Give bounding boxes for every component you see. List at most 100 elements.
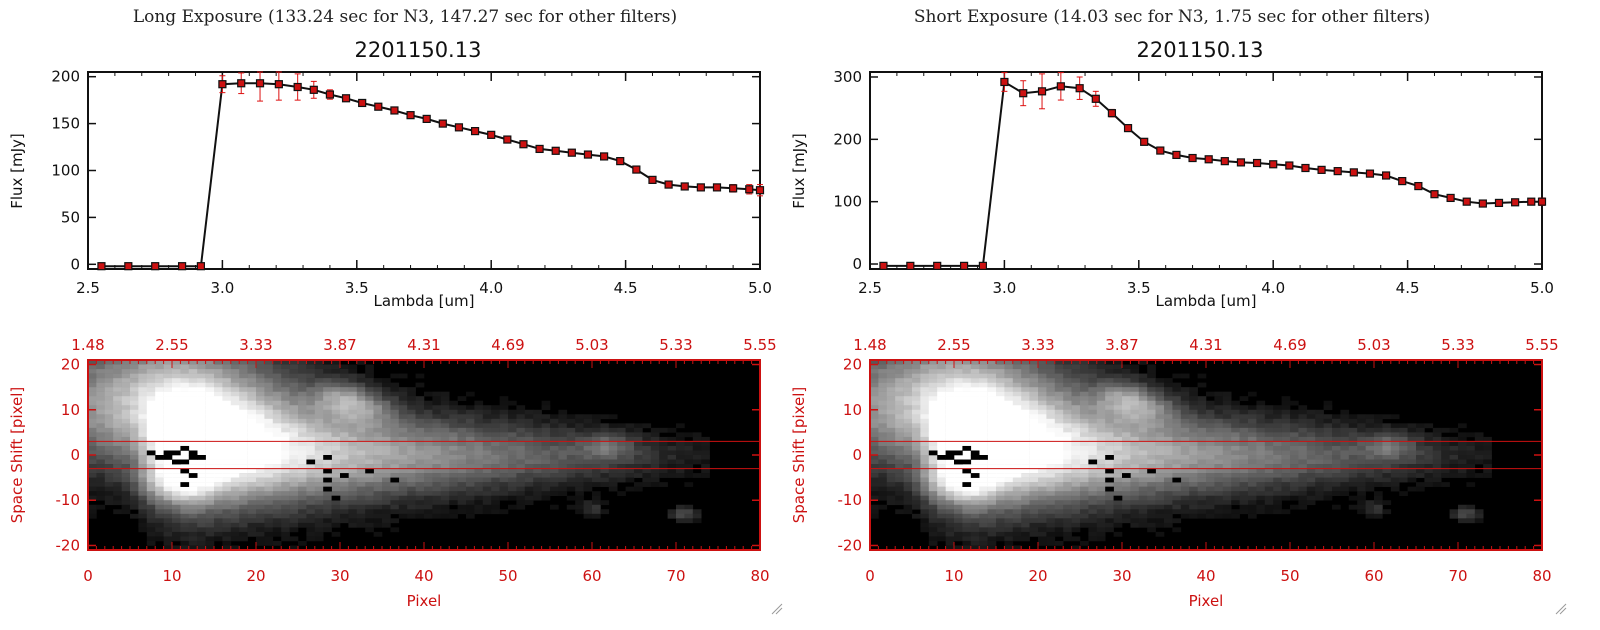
heatmap-cell bbox=[1046, 373, 1056, 379]
heatmap-cell bbox=[592, 468, 601, 474]
heatmap-cell bbox=[348, 445, 358, 451]
heatmap-cell bbox=[1206, 427, 1215, 433]
heatmap-cell bbox=[1105, 418, 1114, 424]
heatmap-cell bbox=[348, 518, 358, 524]
heatmap-cell bbox=[1071, 536, 1081, 542]
heatmap-cell bbox=[558, 427, 568, 433]
data-point bbox=[1285, 161, 1294, 170]
heatmap-cell bbox=[88, 405, 97, 411]
heatmap-cell bbox=[214, 396, 223, 402]
heatmap-cell bbox=[1046, 369, 1056, 374]
heatmap-cell bbox=[281, 482, 290, 487]
heatmap-cell bbox=[146, 423, 156, 429]
heatmap-cell bbox=[239, 423, 248, 429]
heatmap-cell bbox=[1080, 418, 1089, 424]
heatmap-cell bbox=[1130, 405, 1140, 411]
heatmap-cell bbox=[937, 495, 946, 501]
heatmap-cell bbox=[970, 391, 980, 397]
heatmap-cell bbox=[1038, 491, 1047, 497]
heatmap-cell bbox=[541, 400, 551, 406]
heatmap-cell bbox=[113, 509, 122, 515]
heatmap-cell bbox=[575, 504, 584, 510]
heatmap-cell bbox=[482, 409, 492, 415]
heatmap-cell bbox=[146, 391, 156, 397]
heatmap-cell bbox=[264, 504, 274, 510]
heatmap-cell bbox=[870, 495, 879, 501]
heatmap-cell bbox=[449, 436, 458, 442]
heatmap-cell bbox=[1054, 418, 1064, 424]
heatmap-cell bbox=[1021, 427, 1030, 433]
data-point bbox=[535, 144, 544, 154]
heatmap-cell bbox=[214, 378, 223, 383]
heatmap-cell bbox=[1054, 527, 1064, 533]
heatmap-cell bbox=[1357, 414, 1366, 420]
heatmap-cell bbox=[356, 405, 366, 411]
data-point bbox=[255, 79, 265, 88]
heatmap-cell bbox=[870, 441, 879, 447]
wavelength-tick-label: 4.31 bbox=[407, 336, 440, 354]
heatmap-cell bbox=[912, 441, 921, 447]
heatmap-cell bbox=[1424, 477, 1434, 483]
heatmap-cell bbox=[491, 432, 500, 438]
heatmap-cell bbox=[306, 436, 316, 442]
heatmap-cell bbox=[1374, 414, 1383, 420]
data-point bbox=[293, 82, 302, 92]
heatmap-cell bbox=[979, 513, 988, 519]
heatmap-cell bbox=[314, 405, 324, 411]
heatmap-cell bbox=[1172, 473, 1182, 478]
heatmap-cell bbox=[1113, 522, 1123, 528]
heatmap-cell bbox=[188, 491, 198, 497]
heatmap-cell bbox=[440, 509, 450, 515]
heatmap-cell bbox=[1046, 464, 1056, 469]
heatmap-cell bbox=[987, 427, 997, 433]
heatmap-cell bbox=[382, 486, 391, 492]
heatmap-cell bbox=[516, 495, 526, 501]
heatmap-cell bbox=[1348, 468, 1358, 474]
heatmap-cell bbox=[701, 455, 710, 460]
heatmap-cell bbox=[1390, 473, 1400, 478]
heatmap-cell bbox=[566, 477, 576, 483]
heatmap-cell bbox=[1449, 513, 1459, 519]
heatmap-cell bbox=[440, 427, 450, 433]
heatmap-cell bbox=[264, 396, 274, 402]
heatmap-cell bbox=[608, 473, 618, 478]
heatmap-cell bbox=[1029, 436, 1039, 442]
heatmap-cell bbox=[121, 369, 131, 374]
heatmap-cell bbox=[272, 450, 282, 456]
heatmap-cell bbox=[365, 527, 374, 533]
heatmap-cell bbox=[987, 418, 997, 424]
heatmap-cell bbox=[1248, 509, 1257, 515]
heatmap-cell bbox=[1197, 459, 1207, 465]
heatmap-cell bbox=[1214, 400, 1224, 406]
heatmap-cell bbox=[508, 491, 517, 497]
heatmap-cell bbox=[1222, 504, 1232, 510]
heatmap-cell bbox=[499, 405, 509, 411]
heatmap-cell bbox=[1231, 423, 1240, 429]
heatmap-cell bbox=[1130, 522, 1140, 528]
heatmap-cell bbox=[903, 495, 913, 501]
heatmap-cell bbox=[314, 387, 324, 392]
heatmap-cell bbox=[1290, 455, 1299, 460]
heatmap-cell bbox=[516, 445, 526, 451]
heatmap-cell bbox=[197, 391, 206, 397]
heatmap-cell bbox=[1273, 464, 1282, 469]
heatmap-cell bbox=[440, 414, 450, 420]
heatmap-cell bbox=[1281, 445, 1291, 451]
heatmap-cell bbox=[1004, 491, 1014, 497]
data-point bbox=[177, 262, 187, 271]
heatmap-cell bbox=[1012, 405, 1022, 411]
heatmap-cell bbox=[130, 491, 139, 497]
heatmap-cell bbox=[407, 468, 416, 474]
heatmap-cell bbox=[1071, 405, 1081, 411]
heatmap-cell bbox=[1206, 459, 1215, 465]
heatmap-cell bbox=[1038, 531, 1047, 537]
heatmap-cell bbox=[1306, 459, 1316, 465]
heatmap-cell bbox=[1264, 405, 1274, 411]
heatmap-cell bbox=[306, 509, 316, 515]
heatmap-cell bbox=[113, 500, 122, 506]
heatmap-cell bbox=[937, 436, 946, 442]
heatmap-cell bbox=[1180, 486, 1190, 492]
heatmap-cell bbox=[970, 405, 980, 411]
heatmap-cell bbox=[870, 409, 879, 415]
heatmap-cell bbox=[1357, 427, 1366, 433]
